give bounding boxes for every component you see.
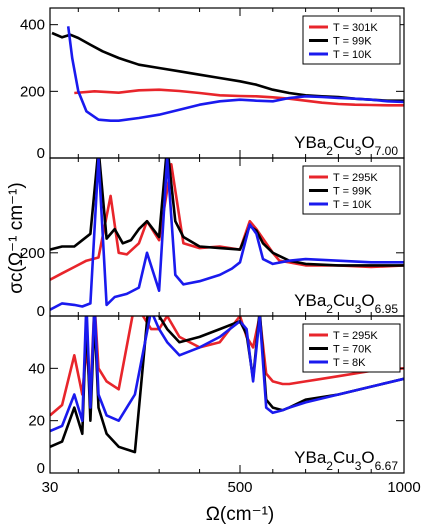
compound-label: YBa2Cu3O6.67: [294, 448, 398, 473]
legend-label: T = 295K: [333, 330, 378, 342]
x-tick-labels: 30 500 1000: [42, 479, 421, 496]
y-tick-label: 0: [37, 145, 45, 162]
legend-label: T = 99K: [333, 186, 372, 198]
y-tick-label: 200: [20, 83, 45, 100]
panel-frame: [49, 315, 405, 474]
y-tick-label: 0: [37, 303, 45, 320]
legend-label: T = 10K: [333, 199, 372, 211]
legend-label: T = 295K: [333, 172, 378, 184]
series-group: [51, 26, 404, 122]
y-axis-title: σc(Ω⁻¹ cm⁻¹): [6, 182, 27, 293]
series-group: [50, 316, 404, 454]
x-tick-label-1000: 1000: [387, 479, 420, 496]
series-group: [50, 158, 404, 311]
legend-label: T = 301K: [333, 22, 378, 34]
y-tick-label: 40: [28, 360, 45, 377]
legend-label: T = 99K: [333, 36, 372, 48]
series-line-3: [50, 316, 404, 433]
series-line-3: [66, 26, 404, 122]
legend-label: T = 10K: [333, 49, 372, 61]
y-tick-label: 0: [37, 460, 45, 477]
series-line-2: [50, 158, 404, 267]
y-tick-label: 20: [28, 413, 45, 430]
compound-label: YBa2Cu3O7.00: [294, 133, 398, 158]
x-axis-title: Ω(cm⁻¹): [206, 504, 275, 525]
series-line-1: [74, 88, 404, 107]
series-line-3: [50, 158, 404, 311]
y-tick-label: 200: [20, 245, 45, 262]
x-tick-label-30: 30: [42, 479, 59, 496]
compound-label: YBa2Cu3O6.95: [294, 291, 398, 316]
x-tick-label-500: 500: [227, 479, 252, 496]
legend-label: T = 70K: [333, 344, 372, 356]
y-tick-label: 400: [20, 17, 45, 34]
legend-label: T = 8K: [333, 357, 366, 369]
